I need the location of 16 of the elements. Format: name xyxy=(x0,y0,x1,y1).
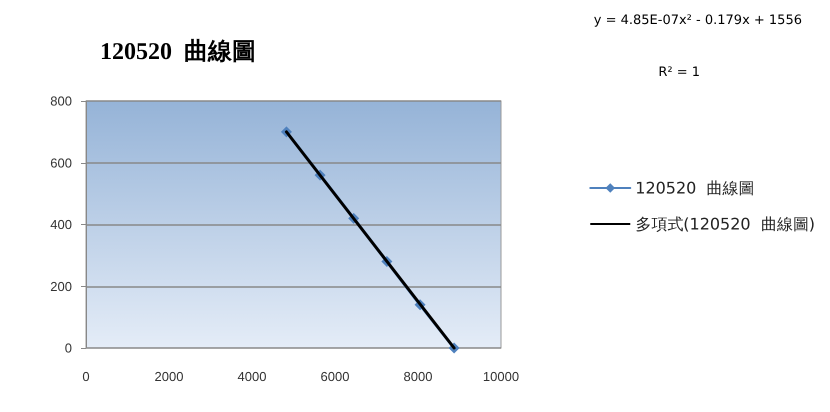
text: R² = 1 xyxy=(658,65,700,80)
y-tick-label: 400 xyxy=(50,217,72,232)
x-tick-label: 0 xyxy=(82,369,90,384)
x-tick-label: 4000 xyxy=(238,369,266,384)
y-tick-label: 600 xyxy=(50,155,72,170)
y-tick-label: 0 xyxy=(64,340,72,356)
legend-label: 120520 曲線圖 xyxy=(635,178,755,198)
legend-label: 多項式(120520 曲線圖) xyxy=(635,214,815,234)
x-tick-label: 2000 xyxy=(154,369,184,384)
y-tick-label: 800 xyxy=(50,94,72,108)
x-tick-label: 10000 xyxy=(482,369,520,384)
chart-title: 120520 曲線圖 xyxy=(100,38,256,65)
x-tick-label: 8000 xyxy=(404,369,432,384)
text: y = 4.85E-07x² - 0.179x + 1556 xyxy=(594,13,802,28)
y-tick-label: 200 xyxy=(50,278,72,294)
x-tick-label: 6000 xyxy=(320,369,350,384)
